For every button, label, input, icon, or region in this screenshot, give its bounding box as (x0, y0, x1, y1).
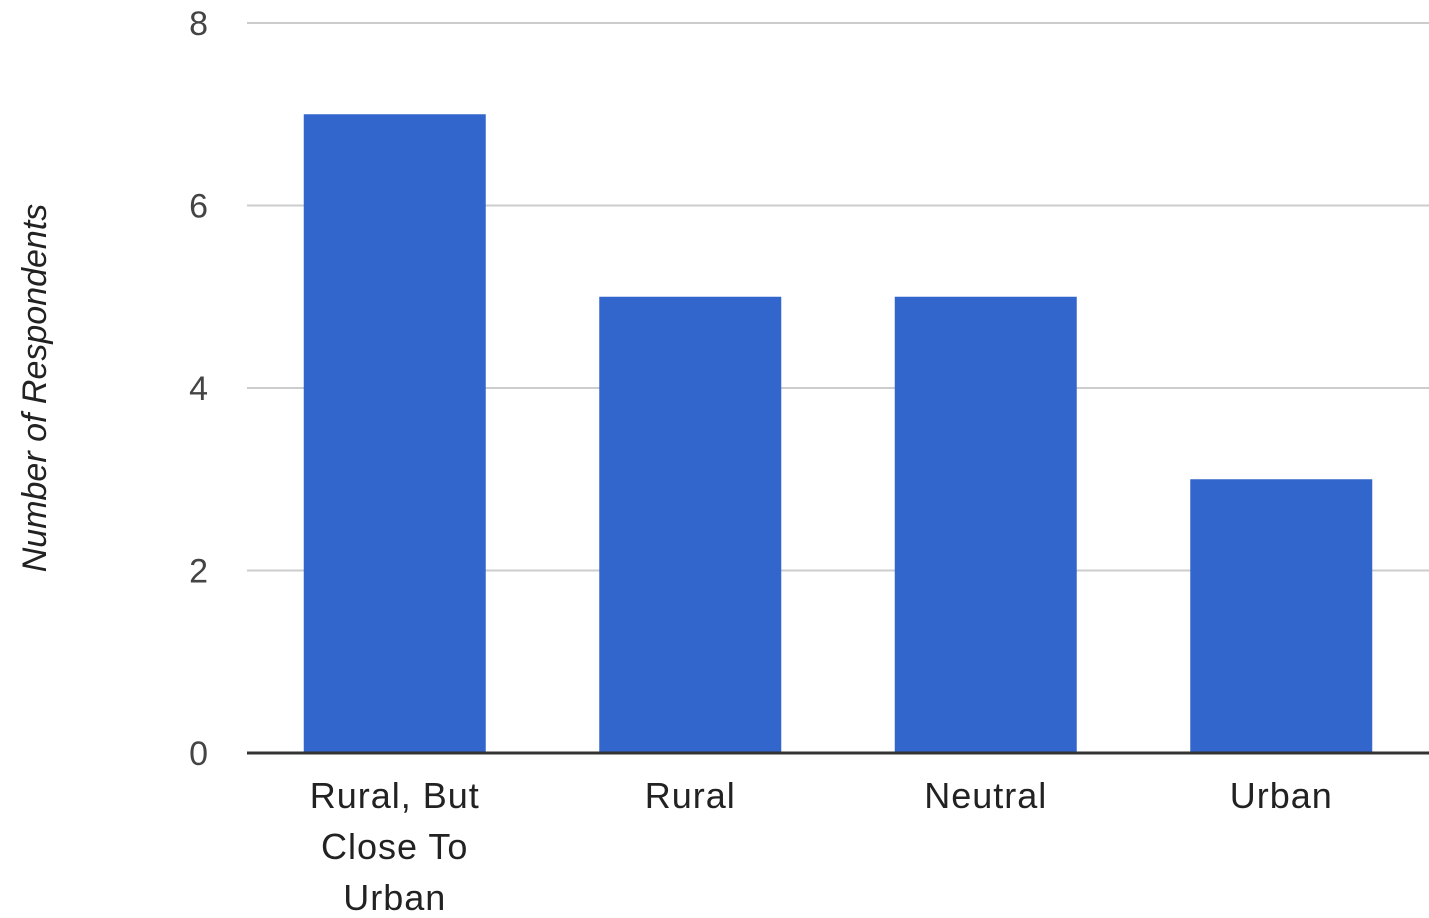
y-tick-label: 8 (189, 5, 208, 43)
x-category-label-line: Close To (321, 826, 468, 867)
x-category-label: Rural, But Close To Urban (310, 775, 480, 918)
x-category-label-line: Rural (645, 775, 736, 816)
x-category-label-line: Urban (343, 877, 446, 918)
x-category-label: Neutral (924, 775, 1047, 816)
bar (599, 296, 782, 753)
bar (894, 296, 1077, 753)
y-tick-label: 6 (189, 188, 208, 226)
bar (1190, 479, 1373, 753)
y-tick-label: 2 (189, 553, 208, 591)
bar (303, 114, 486, 753)
x-category-label: Urban (1230, 775, 1333, 816)
x-category-label-line: Rural, But (310, 775, 480, 816)
y-axis-tick-labels: 0 2 4 6 8 (189, 5, 208, 773)
x-category-label-line: Neutral (924, 775, 1047, 816)
y-axis-title: Number of Respondents (16, 204, 54, 573)
y-tick-label: 0 (189, 735, 208, 773)
x-axis-category-labels: Rural, But Close To Urban Rural Neutral Urban (310, 775, 1333, 918)
y-tick-label: 4 (189, 370, 208, 408)
bars (303, 114, 1373, 753)
x-category-label: Rural (645, 775, 736, 816)
x-category-label-line: Urban (1230, 775, 1333, 816)
